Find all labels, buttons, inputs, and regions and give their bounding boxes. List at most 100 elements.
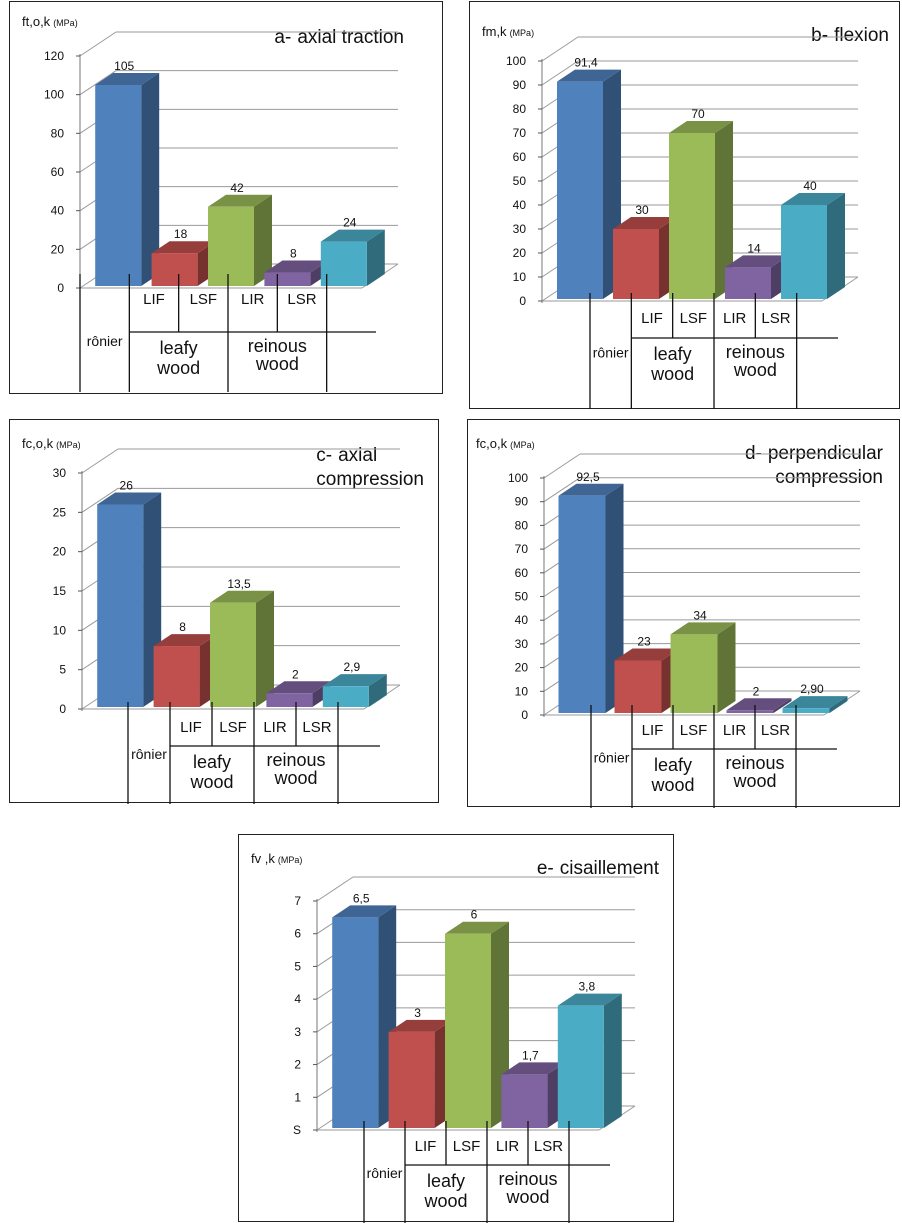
y-axis-label-text: fc,o,k [476, 436, 508, 451]
group-label: wood [733, 360, 777, 380]
bar-side [773, 698, 792, 713]
bar-front [332, 917, 379, 1128]
y-tick-label: 100 [508, 471, 528, 485]
y-tick-label: 5 [59, 663, 66, 677]
category-label: LIR [496, 1138, 520, 1155]
y-tick-label: 1 [294, 1090, 301, 1104]
bar-top [264, 260, 329, 273]
y-tick-label: 20 [515, 661, 529, 675]
bar-front [669, 133, 715, 299]
gridline-side [541, 36, 579, 62]
data-label: 8 [179, 620, 186, 634]
bar-front [97, 504, 144, 707]
y-tick-label: S [293, 1123, 301, 1137]
data-label: 91,4 [574, 56, 598, 70]
category-label: LSR [761, 722, 790, 739]
bar-front [725, 267, 771, 299]
bar-top [557, 69, 621, 82]
y-axis-unit: (MPa) [510, 440, 535, 450]
gridline-side [543, 453, 581, 479]
category-label: LSR [287, 291, 316, 308]
bar-front [388, 1031, 435, 1128]
bar-LIF [613, 217, 677, 299]
bar-top [670, 622, 736, 635]
y-tick-label: 80 [515, 518, 529, 532]
data-label: 92,5 [576, 470, 600, 484]
gridline-side [81, 448, 119, 474]
chart-title-label: b- [811, 25, 829, 46]
bar-front [320, 241, 367, 286]
y-tick-label: 70 [513, 126, 527, 140]
category-label: LIR [723, 310, 747, 327]
category-label: LIR [263, 719, 287, 736]
bar-front [153, 646, 200, 707]
chart-panel-d: fc,o,k (MPa) d-perpendicular compression … [467, 419, 900, 808]
group-label: leafy [193, 752, 231, 772]
bar-top [95, 73, 160, 85]
bar-front [501, 1074, 548, 1128]
bar-front [264, 272, 311, 286]
chart-title: b-flexion [811, 24, 889, 48]
bar-top [208, 194, 272, 207]
bar-LIR [726, 698, 792, 713]
y-tick-label: 60 [513, 150, 527, 164]
y-tick-label: 40 [513, 198, 527, 212]
bar-LSR [557, 993, 622, 1128]
y-axis-label: fc,o,k (MPa) [22, 436, 81, 451]
y-tick-label: 40 [51, 204, 65, 218]
bar-rônier [557, 69, 621, 299]
bar-side [605, 483, 624, 713]
bar-chart-a: 0 20 40 60 80 100 120 105 18 42 8 24 rônier LIF LSF LIR… [44, 31, 399, 392]
data-label: 13,5 [227, 577, 251, 591]
y-tick-label: 15 [53, 584, 67, 598]
bar-chart-e: S 1 2 3 4 5 6 7 6,5 3 6 1,7 3,8 rônier LIF LSF LIR LSR lea… [293, 876, 636, 1223]
category-label: LSF [219, 719, 247, 736]
y-axis-unit: (MPa) [509, 28, 535, 38]
y-tick-label: 20 [53, 545, 67, 559]
category-label: LIF [642, 722, 664, 739]
data-label: 18 [174, 227, 188, 241]
group-label: wood [255, 354, 299, 374]
bar-top [781, 193, 845, 205]
group-label: wood [423, 1191, 467, 1211]
bar-top [153, 634, 218, 647]
category-label: rônier [87, 333, 123, 349]
data-label: 34 [693, 608, 707, 622]
y-tick-label: 60 [51, 165, 65, 179]
bar-side [366, 229, 385, 286]
data-label: 30 [635, 203, 649, 217]
category-label: LIR [241, 291, 265, 308]
gridline-side [543, 477, 581, 503]
bar-top [613, 217, 677, 229]
bar-side [827, 193, 845, 299]
data-label: 42 [230, 181, 244, 195]
group-label: leafy [160, 338, 198, 358]
y-tick-label: 0 [521, 708, 528, 722]
y-tick-label: 50 [513, 174, 527, 188]
bar-front [781, 205, 827, 299]
data-label: 40 [803, 179, 817, 193]
bar-side [715, 121, 733, 299]
bar-front [208, 206, 254, 286]
bar-side [141, 73, 160, 286]
bar-top [669, 121, 733, 133]
category-label: LSR [534, 1138, 563, 1155]
category-label: LSR [302, 719, 331, 736]
data-label: 3,8 [578, 980, 595, 994]
group-label: reinous [266, 750, 325, 770]
bar-front [614, 660, 662, 713]
y-tick-label: 0 [59, 702, 66, 716]
bar-LIF [614, 648, 680, 713]
y-tick-label: 80 [51, 126, 65, 140]
bar-front [151, 253, 198, 286]
chart-title: c-axial compression [316, 444, 424, 492]
bar-top [557, 993, 622, 1006]
bar-front [266, 693, 313, 707]
bar-front [670, 634, 718, 713]
y-tick-label: 10 [513, 270, 527, 284]
category-label: LIR [723, 722, 747, 739]
chart-panel-b: fm,k (MPa) b-flexion 0 10 20 30 40 50 60 70 80 90 1… [469, 1, 900, 409]
y-tick-label: 90 [513, 78, 527, 92]
y-axis-label: fc,o,k (MPa) [476, 436, 535, 451]
bar-top [726, 698, 792, 711]
